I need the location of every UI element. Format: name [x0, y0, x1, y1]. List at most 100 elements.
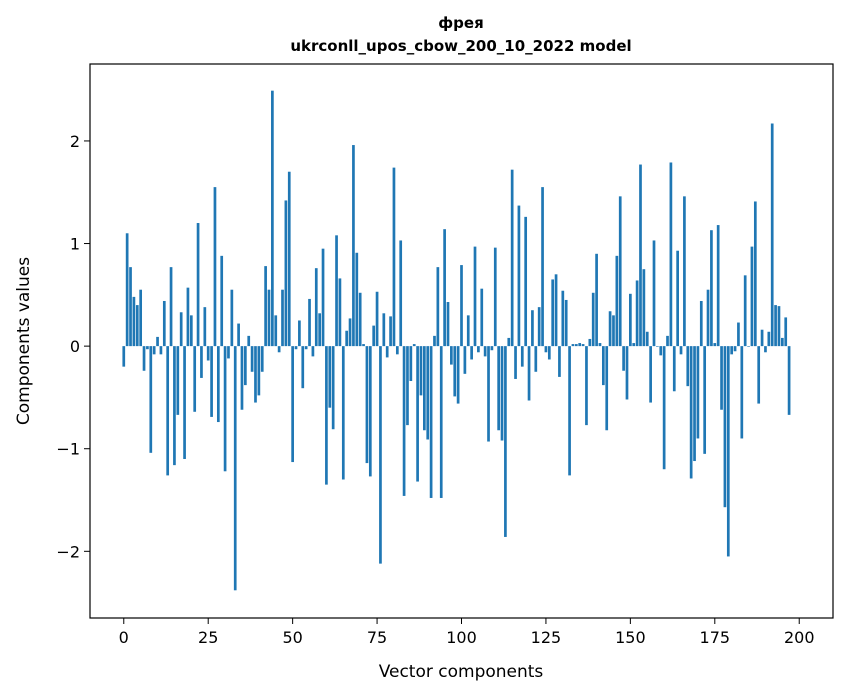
bar — [341, 346, 345, 480]
bar — [125, 233, 129, 347]
bar — [514, 346, 517, 379]
bar — [726, 346, 730, 557]
bar — [595, 253, 598, 347]
bar — [132, 296, 136, 347]
bar — [314, 268, 318, 347]
bar — [753, 201, 757, 347]
bar — [777, 306, 781, 347]
bar — [740, 346, 744, 439]
bar — [406, 346, 409, 426]
bar — [355, 252, 359, 347]
bar — [693, 346, 696, 462]
bar — [146, 346, 149, 350]
bar — [443, 229, 446, 347]
y-tick-label: 0 — [70, 337, 80, 356]
bar — [264, 266, 267, 347]
bar — [271, 90, 274, 347]
bar — [372, 325, 376, 347]
bar — [419, 346, 423, 396]
bar — [490, 346, 494, 351]
bar — [308, 298, 311, 347]
bar — [281, 289, 284, 347]
bar — [504, 346, 507, 537]
bar — [412, 344, 416, 347]
bar — [179, 312, 183, 347]
bar — [142, 346, 146, 371]
bar — [571, 344, 575, 347]
bar — [561, 290, 565, 347]
bar — [780, 337, 784, 347]
bar — [716, 225, 720, 347]
y-tick-label: −2 — [56, 542, 80, 561]
bar — [733, 346, 737, 352]
bar — [703, 346, 707, 454]
bar — [618, 196, 622, 347]
bar — [601, 346, 605, 386]
x-tick-label: 50 — [282, 628, 302, 647]
bar — [517, 205, 521, 347]
bar — [284, 200, 288, 347]
bar — [787, 346, 791, 415]
bar — [186, 287, 190, 347]
bar — [287, 171, 291, 347]
bar — [683, 196, 686, 347]
bar — [402, 346, 406, 496]
bar — [645, 331, 649, 347]
x-axis: 0 25 50 75 100 125 150 175 200 — [119, 618, 815, 647]
bar — [652, 240, 656, 347]
bar — [247, 335, 251, 347]
bar — [723, 346, 727, 508]
bar — [500, 346, 504, 441]
bar — [193, 346, 197, 412]
bar — [581, 344, 585, 347]
bar — [679, 346, 683, 355]
bar — [358, 292, 362, 347]
bar — [629, 293, 632, 347]
bar — [395, 346, 399, 355]
bar — [706, 289, 710, 347]
bar — [450, 346, 453, 365]
bar — [325, 346, 328, 485]
y-tick-label: 2 — [70, 132, 80, 151]
bar — [189, 315, 193, 347]
bar — [139, 289, 143, 347]
bar — [348, 318, 352, 347]
bar — [585, 346, 588, 426]
bar — [335, 235, 338, 347]
bar — [368, 346, 372, 477]
bar — [169, 267, 173, 347]
bar — [564, 299, 568, 347]
chart-subtitle: ukrconll_upos_cbow_200_10_2022 model — [290, 37, 631, 55]
bar — [416, 346, 419, 482]
bar — [129, 267, 132, 347]
bar — [176, 346, 180, 415]
bar — [764, 346, 767, 353]
bar — [166, 346, 170, 476]
bar — [230, 289, 234, 347]
bar — [135, 305, 139, 347]
bar — [436, 267, 440, 347]
x-tick-label: 100 — [446, 628, 477, 647]
x-axis-label: Vector components — [379, 662, 544, 682]
bar — [720, 346, 723, 410]
bar — [574, 344, 578, 347]
bar — [544, 346, 548, 353]
bar — [298, 320, 301, 347]
bar — [240, 346, 244, 410]
bar — [767, 331, 771, 347]
bar — [426, 346, 430, 440]
bar — [662, 346, 666, 470]
bar — [477, 346, 480, 353]
bar — [743, 275, 747, 347]
x-tick-label: 25 — [198, 628, 218, 647]
bar — [770, 123, 774, 347]
bar — [304, 346, 308, 350]
bar — [541, 187, 544, 347]
bar — [291, 346, 294, 463]
bar — [385, 346, 389, 358]
bar — [162, 300, 166, 347]
bar — [352, 145, 355, 347]
bar — [149, 346, 153, 453]
bar — [497, 346, 501, 431]
bar — [345, 330, 349, 347]
